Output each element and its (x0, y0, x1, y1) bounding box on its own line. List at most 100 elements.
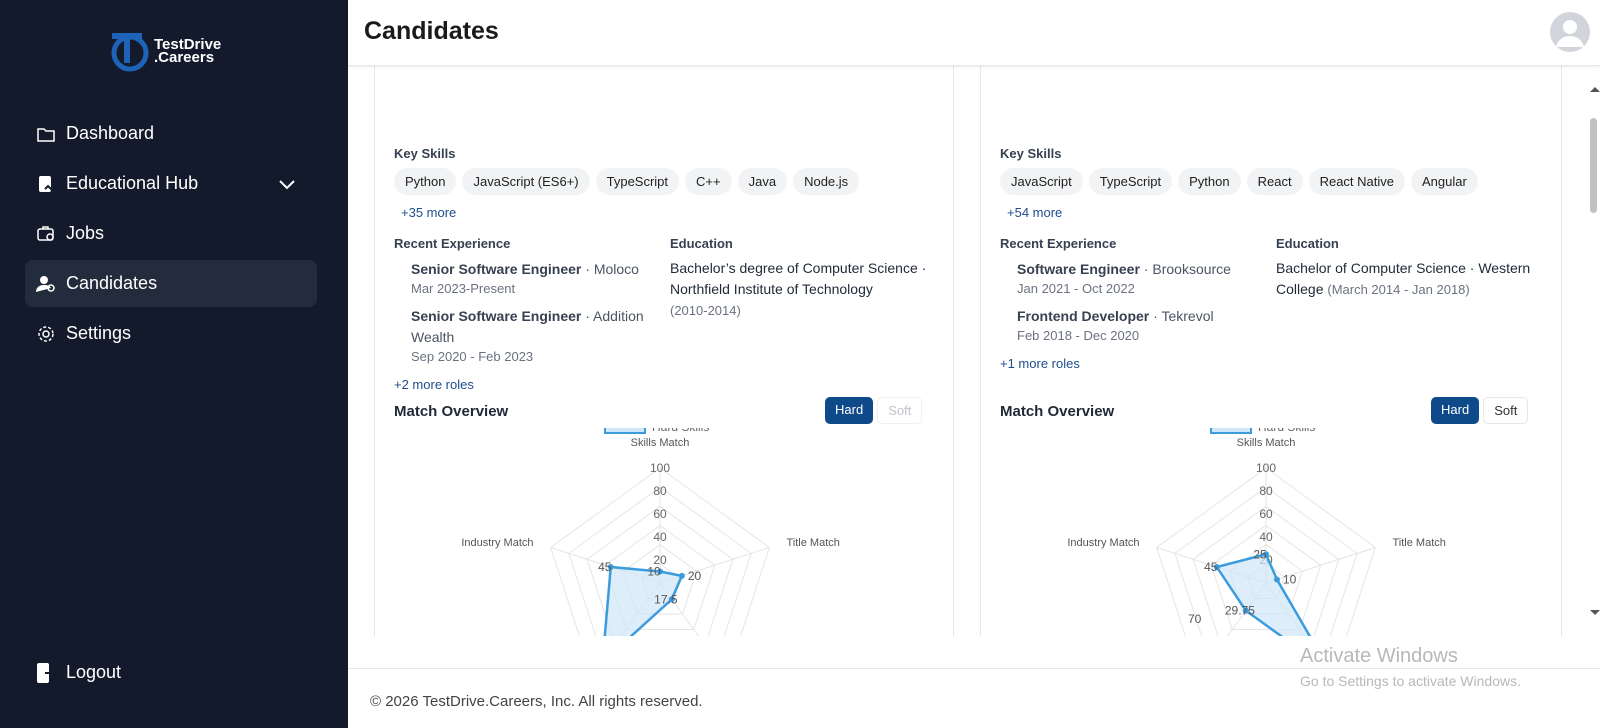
sidebar-item-jobs[interactable]: Jobs (25, 210, 317, 257)
skill-chip: Angular (1411, 168, 1478, 195)
skill-chip: React Native (1308, 168, 1405, 195)
briefcase-icon (36, 224, 56, 244)
radar-tick-label: 20 (653, 553, 667, 567)
job-title: Software Engineer (1017, 261, 1140, 277)
logout-button[interactable]: Logout (25, 649, 317, 696)
radar-grid-ring (1192, 505, 1340, 636)
radar-series-area (603, 565, 684, 636)
match-overview-title: Match Overview (1000, 403, 1115, 420)
radar-grid-ring (1156, 467, 1376, 636)
company: Tekrevol (1161, 308, 1214, 324)
radar-axis-line (1265, 546, 1376, 584)
scrollbar-thumb[interactable] (1590, 118, 1597, 213)
activate-windows-title: Activate Windows (1300, 645, 1458, 667)
soft-toggle-button[interactable]: Soft (1483, 397, 1529, 424)
radar-axis-label: Industry Match (1067, 537, 1139, 549)
company: Moloco (593, 261, 639, 277)
radar-data-label: 25 (1253, 547, 1267, 561)
key-skills-label: Key Skills (1000, 146, 1062, 161)
sidebar-item-label: Candidates (66, 273, 158, 293)
more-skills-link[interactable]: +35 more (401, 205, 457, 220)
radar-data-label: 10 (1283, 572, 1297, 586)
logo-line2: .Careers (154, 49, 215, 66)
scroll-down-icon[interactable] (1588, 608, 1600, 618)
skill-chip: C++ (685, 168, 732, 195)
education-years: (March 2014 - Jan 2018) (1327, 282, 1470, 297)
candidate-card: Key Skills JavaScript TypeScript Python … (980, 66, 1562, 636)
legend-label: Hard Skills (652, 428, 709, 434)
sidebar-item-educational-hub[interactable]: Educational Hub (25, 160, 317, 207)
logout-label: Logout (66, 662, 122, 682)
radar-tick-label: 40 (653, 530, 667, 544)
company: Addition Wealth (411, 308, 644, 345)
job-title: Frontend Developer (1017, 308, 1150, 324)
legend-swatch (604, 428, 646, 434)
sidebar-item-candidates[interactable]: Candidates (25, 260, 317, 307)
job-dates: Sep 2020 - Feb 2023 (411, 349, 534, 364)
radar-point (657, 568, 663, 575)
logo[interactable]: TestDrive .Careers (110, 30, 221, 72)
experience-item: Senior Software Engineer · Addition Weal… (411, 306, 661, 366)
education-label: Education (670, 236, 733, 251)
candidate-card: Key Skills Python JavaScript (ES6+) Type… (374, 66, 954, 636)
sidebar: TestDrive .Careers Dashboard Educational… (0, 0, 348, 728)
job-dates: Mar 2023-Present (411, 281, 516, 296)
scrollbar[interactable] (1586, 66, 1600, 636)
radar-tick-label: 60 (1259, 507, 1273, 521)
sidebar-item-label: Educational Hub (66, 173, 199, 193)
key-skills-label: Key Skills (394, 146, 456, 161)
radar-point (607, 564, 614, 571)
match-overview-title: Match Overview (394, 403, 509, 420)
radar-point (1273, 576, 1280, 583)
logo-line1: TestDrive (154, 36, 222, 53)
sidebar-item-settings[interactable]: Settings (25, 310, 317, 357)
experience-item: Frontend Developer · Tekrevol Feb 2018 -… (1017, 306, 1267, 345)
school: Western College (1276, 260, 1531, 297)
radar-tick-label: 40 (1259, 530, 1273, 544)
radar-grid-ring (604, 524, 716, 631)
skill-chip: TypeScript (1088, 168, 1173, 195)
radar-grid-ring (550, 467, 770, 636)
scroll-up-icon[interactable] (1588, 84, 1600, 94)
radar-axis-label: Skills Match (1237, 437, 1296, 449)
activate-windows-subtitle: Go to Settings to activate Windows. (1300, 673, 1521, 689)
radar-grid-ring (1210, 524, 1322, 631)
skill-chip: Python (1178, 168, 1241, 195)
sidebar-item-dashboard[interactable]: Dashboard (25, 110, 317, 157)
skill-chip: JavaScript (ES6+) (462, 168, 590, 195)
radar-series-area (1214, 552, 1312, 636)
radar-point (1263, 551, 1269, 558)
skill-chip: JavaScript (1000, 168, 1083, 195)
radar-data-label: 70 (1188, 612, 1202, 626)
avatar[interactable] (1550, 12, 1590, 52)
radar-data-label: 10 (647, 565, 661, 579)
recent-experience-label: Recent Experience (394, 236, 511, 251)
radar-point (668, 596, 675, 603)
candidates-list[interactable]: Key Skills Python JavaScript (ES6+) Type… (348, 66, 1600, 636)
degree: Bachelor of Computer Science (1276, 260, 1466, 276)
book-icon (36, 174, 56, 194)
skill-type-toggle: Hard Soft (825, 397, 923, 424)
experience-item: Senior Software Engineer · Moloco Mar 20… (411, 259, 661, 298)
hard-toggle-button[interactable]: Hard (1431, 397, 1480, 424)
hard-toggle-button[interactable]: Hard (825, 397, 874, 424)
match-radar-chart: Hard Skills 100 80 60 40 20 Skills Match Title … (461, 428, 840, 636)
soft-toggle-button[interactable]: Soft (877, 397, 923, 424)
skills-list: Python JavaScript (ES6+) TypeScript C++ … (394, 168, 860, 195)
more-roles-link[interactable]: +1 more roles (1000, 356, 1080, 371)
page-title: Candidates (364, 17, 499, 45)
job-title: Senior Software Engineer (411, 308, 582, 324)
radar-tick-label: 80 (653, 484, 667, 498)
more-skills-link[interactable]: +54 more (1007, 205, 1063, 220)
education-label: Education (1276, 236, 1339, 251)
radar-axis-label: Industry Match (461, 537, 533, 549)
job-title: Senior Software Engineer (411, 261, 582, 277)
education-entry: Bachelor of Computer Science · Western C… (1276, 260, 1531, 297)
chevron-down-icon[interactable] (279, 174, 295, 195)
more-roles-link[interactable]: +2 more roles (394, 377, 474, 392)
radar-grid-ring (622, 544, 698, 615)
radar-axis-label: Title Match (786, 537, 839, 549)
skills-list: JavaScript TypeScript Python React React… (1000, 168, 1478, 195)
sidebar-item-label: Settings (66, 323, 132, 343)
radar-tick-label: 100 (650, 461, 670, 475)
